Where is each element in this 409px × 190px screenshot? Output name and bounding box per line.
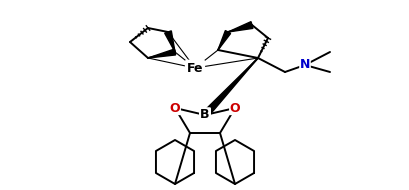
Polygon shape	[202, 58, 258, 117]
Polygon shape	[228, 22, 253, 32]
Text: Fe: Fe	[187, 62, 203, 74]
Polygon shape	[165, 31, 175, 52]
Polygon shape	[148, 49, 175, 58]
Text: B: B	[200, 108, 210, 121]
Text: O: O	[230, 101, 240, 115]
Text: O: O	[170, 101, 180, 115]
Text: N: N	[300, 59, 310, 71]
Polygon shape	[218, 31, 231, 50]
